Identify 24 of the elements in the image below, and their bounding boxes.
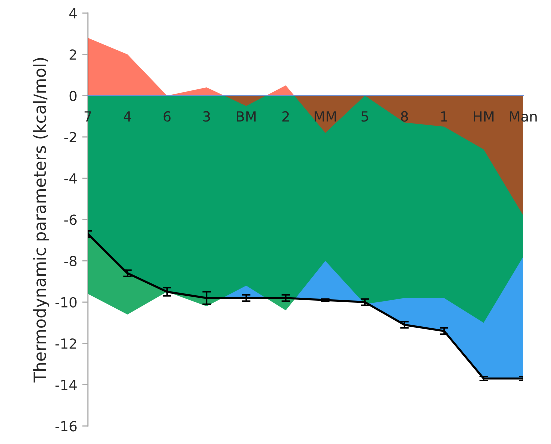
y-tick-label: -16 bbox=[56, 421, 77, 432]
y-tick-label: -2 bbox=[64, 132, 76, 142]
y-tick-label: -12 bbox=[56, 338, 76, 349]
y-tick-label: 4 bbox=[70, 8, 77, 19]
x-tick-label: 3 bbox=[204, 111, 210, 122]
x-tick-label: 6 bbox=[164, 111, 171, 122]
y-axis-title: Thermodynamic parameters (kcal/mol) bbox=[33, 58, 50, 383]
y-tick-label: -10 bbox=[56, 297, 77, 308]
x-tick-label: BM bbox=[237, 112, 256, 122]
x-tick-label: HM bbox=[474, 112, 494, 122]
y-tick-label: 2 bbox=[70, 50, 76, 60]
x-tick-label: MM bbox=[314, 112, 336, 122]
x-tick-label: Man bbox=[510, 112, 537, 122]
x-tick-label: 7 bbox=[84, 112, 92, 122]
y-tick-label: 0 bbox=[70, 90, 77, 102]
x-tick-label: 8 bbox=[401, 111, 408, 122]
x-tick-label: 4 bbox=[124, 112, 132, 122]
x-tick-label: 1 bbox=[441, 112, 448, 122]
y-tick-label: -6 bbox=[64, 214, 77, 226]
x-tick-label: 2 bbox=[282, 111, 290, 122]
y-tick-label: -14 bbox=[56, 380, 77, 390]
x-tick-label: 5 bbox=[362, 112, 368, 122]
y-tick-label: -4 bbox=[64, 174, 77, 184]
y-tick-label: -8 bbox=[64, 256, 77, 267]
